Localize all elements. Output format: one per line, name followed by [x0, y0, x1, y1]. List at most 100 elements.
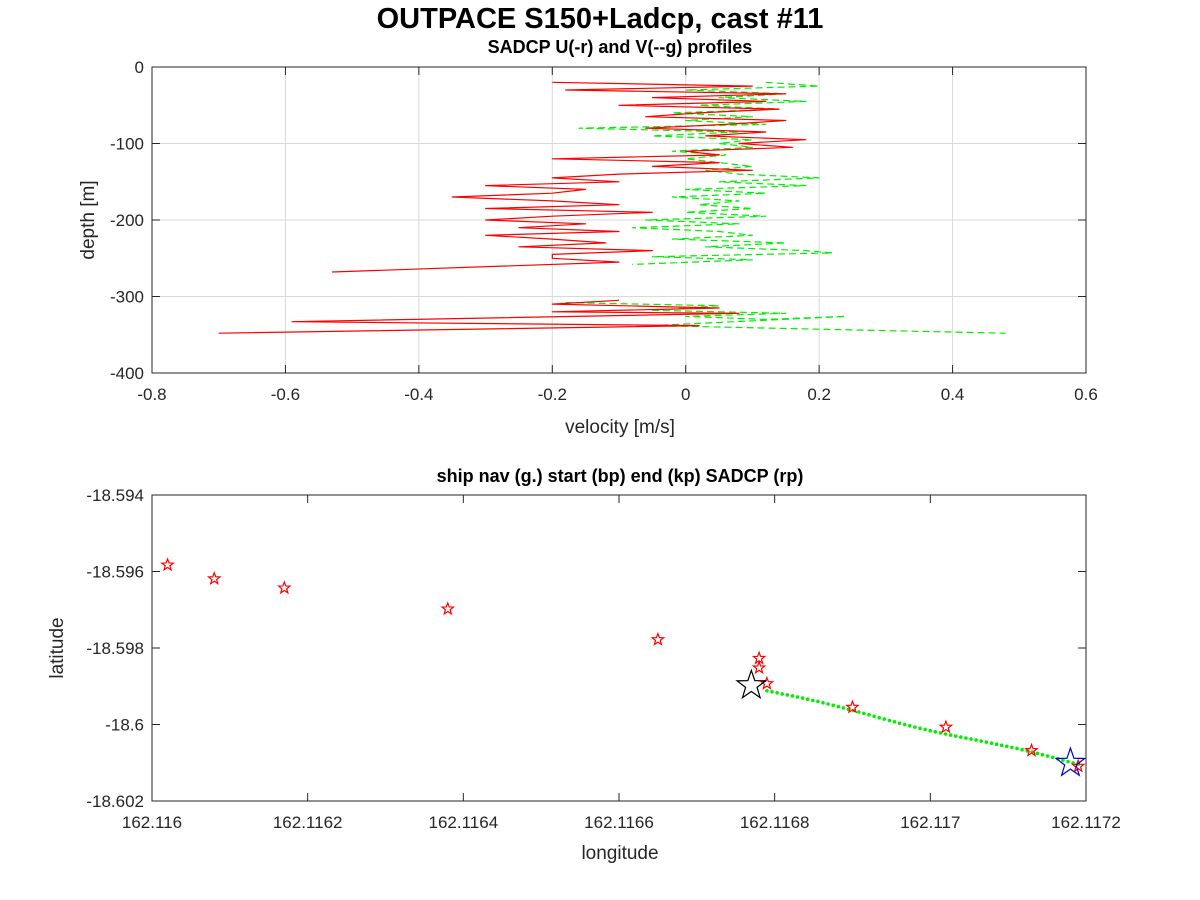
- ship-nav-point: [964, 736, 968, 740]
- ship-nav-point: [908, 724, 912, 728]
- profiles-x-tick-label: -0.6: [271, 385, 300, 404]
- ship-nav-point: [877, 715, 881, 720]
- ship-nav-point: [790, 694, 795, 698]
- ship-nav-point: [953, 734, 958, 738]
- ship-nav-point: [994, 742, 999, 746]
- ship-nav-point: [770, 690, 774, 694]
- end-point-marker: [735, 668, 768, 700]
- nav-plot-frame: [151, 494, 1087, 802]
- profiles-x-tick-label: 0.6: [1074, 385, 1098, 404]
- ship-nav-point: [918, 726, 922, 731]
- ship-nav-point: [1061, 758, 1065, 762]
- profiles-ticks: -0.8 -0.6 -0.4 -0.2 0 0.2 0.4 0.6 -400 -300 -200 -1…: [110, 58, 1098, 404]
- ship-nav-point: [816, 699, 820, 704]
- ship-nav-point: [867, 713, 871, 717]
- profiles-x-tick-label: -0.4: [404, 385, 433, 404]
- ship-nav-point: [1015, 746, 1019, 751]
- nav-y-axis-label: latitude: [47, 617, 68, 678]
- ship-nav-point: [979, 739, 983, 743]
- sadcp-point-marker: [650, 631, 666, 646]
- v-profile-line: [565, 302, 1006, 334]
- sadcp-point-marker: [759, 675, 775, 690]
- ship-nav-point: [800, 696, 805, 700]
- nav-x-tick-label: 162.1166: [584, 813, 654, 832]
- ship-nav-point: [999, 743, 1004, 747]
- ship-nav-point: [913, 725, 917, 729]
- ship-nav-point: [1035, 751, 1040, 756]
- sadcp-point-marker: [938, 719, 954, 734]
- v-profile-line: [578, 81, 834, 265]
- ship-nav-point: [1040, 752, 1045, 757]
- nav-x-axis-label: longitude: [581, 843, 658, 864]
- ship-nav-point: [933, 730, 938, 734]
- nav-x-tick-label: 162.117: [900, 813, 960, 832]
- ship-nav-point: [785, 693, 790, 697]
- nav-y-tick-label: -18.594: [86, 486, 144, 505]
- nav-y-tick-label: -18.6: [105, 716, 144, 735]
- ship-nav-point: [780, 692, 784, 696]
- sadcp-point-marker: [751, 660, 767, 675]
- nav-y-tick-label: -18.602: [86, 792, 144, 811]
- figure-title: OUTPACE S150+Ladcp, cast #11: [377, 3, 824, 35]
- ship-nav-point: [795, 695, 800, 699]
- ship-nav-point: [826, 702, 830, 706]
- profiles-y-axis-label: depth [m]: [78, 180, 99, 259]
- ship-nav-point: [959, 735, 963, 739]
- nav-axes: ship nav (g.) start (bp) end (kp) SADCP …: [47, 466, 1121, 864]
- ship-nav-point: [811, 698, 815, 703]
- nav-x-tick-label: 162.116: [122, 813, 182, 832]
- profiles-y-tick-label: -300: [110, 288, 144, 307]
- ship-nav-point: [1020, 747, 1024, 752]
- ship-nav-point: [969, 737, 973, 741]
- ship-nav-point: [862, 711, 866, 716]
- profiles-x-axis-label: velocity [m/s]: [565, 417, 675, 438]
- start-point-marker: [1054, 746, 1087, 777]
- ship-nav-point: [984, 740, 989, 744]
- nav-x-tick-label: 162.1172: [1051, 813, 1121, 832]
- sadcp-point-marker: [1070, 758, 1086, 773]
- ship-nav-point: [821, 701, 825, 705]
- ship-nav-point: [923, 727, 927, 732]
- ship-nav-point: [974, 738, 978, 742]
- nav-y-tick-label: -18.598: [86, 639, 144, 658]
- profiles-y-tick-label: -100: [110, 135, 144, 154]
- profiles-x-tick-label: -0.2: [538, 385, 567, 404]
- ship-nav-point: [897, 721, 902, 725]
- nav-x-tick-label: 162.1168: [740, 813, 810, 832]
- ship-nav-point: [902, 722, 907, 727]
- sadcp-point-marker: [276, 580, 292, 595]
- nav-data: [160, 557, 1087, 777]
- profiles-x-tick-label: 0: [681, 385, 690, 404]
- profiles-y-tick-label: 0: [135, 58, 144, 77]
- profiles-x-tick-label: 0.2: [807, 385, 831, 404]
- ship-nav-point: [831, 703, 835, 708]
- ship-nav-point: [989, 741, 994, 745]
- profiles-y-tick-label: -200: [110, 211, 144, 230]
- ship-nav-point: [1050, 755, 1055, 760]
- nav-y-tick-label: -18.596: [86, 563, 144, 582]
- ship-nav-point: [805, 697, 810, 701]
- ship-nav-point: [892, 720, 897, 724]
- ship-nav-point: [775, 691, 779, 695]
- u-profile-line: [218, 299, 740, 334]
- nav-x-tick-label: 162.1162: [273, 813, 343, 832]
- nav-x-tick-label: 162.1164: [429, 813, 499, 832]
- u-profile-line: [332, 81, 807, 273]
- ship-nav-point: [887, 718, 892, 723]
- ship-nav-point: [841, 706, 846, 710]
- sadcp-point-marker: [845, 699, 860, 714]
- ship-nav-point: [872, 714, 876, 719]
- ship-nav-point: [1010, 745, 1014, 750]
- profiles-x-tick-label: -0.8: [137, 385, 166, 404]
- profiles-y-tick-label: -400: [110, 364, 144, 383]
- ship-nav-point: [948, 733, 953, 737]
- ship-nav-point: [928, 728, 932, 733]
- profiles-axes: SADCP U(-r) and V(--g) profiles -0.8 -0.6…: [78, 37, 1098, 438]
- nav-title: ship nav (g.) start (bp) end (kp) SADCP …: [437, 466, 804, 486]
- sadcp-point-marker: [440, 601, 456, 616]
- profiles-x-tick-label: 0.4: [941, 385, 965, 404]
- sadcp-point-marker: [1024, 742, 1039, 757]
- ship-nav-point: [938, 731, 943, 735]
- profiles-title: SADCP U(-r) and V(--g) profiles: [488, 37, 753, 57]
